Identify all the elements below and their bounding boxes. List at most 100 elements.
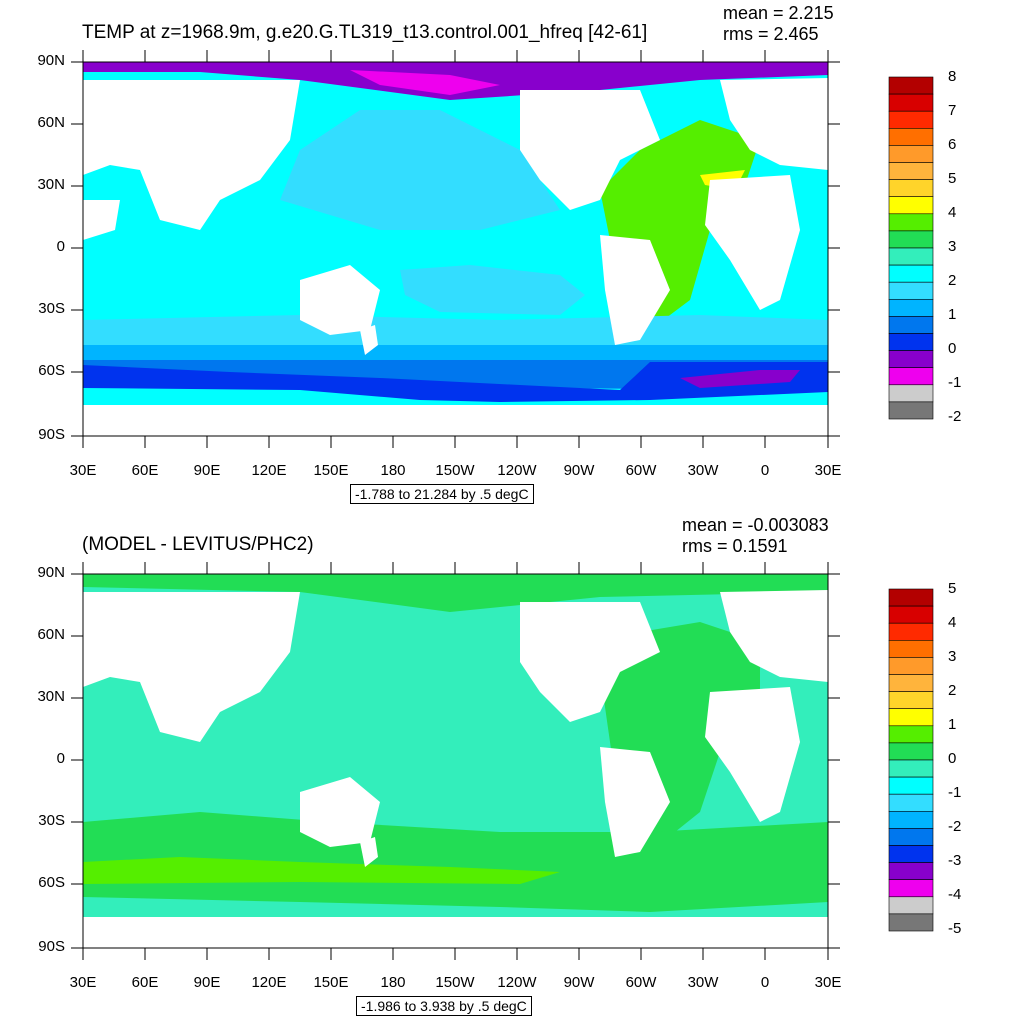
- top-lat-label: 30N: [37, 176, 65, 193]
- colorbar-swatch: [888, 622, 934, 641]
- bottom-lat-label: 90S: [38, 938, 65, 955]
- colorbar-swatch: [888, 810, 934, 829]
- colorbar-swatch: [888, 298, 934, 317]
- bottom-lon-label: 180: [380, 974, 406, 991]
- colorbar-swatch: [888, 401, 934, 420]
- bottom-colorbar-label: 1: [948, 716, 957, 733]
- top-lat-label: 90S: [38, 426, 65, 443]
- colorbar-swatch: [888, 76, 934, 95]
- africa-landmass: [705, 687, 800, 822]
- colorbar-swatch: [888, 862, 934, 881]
- top-lon-label: 120E: [251, 462, 287, 479]
- top-colorbar-label: -1: [948, 374, 962, 391]
- colorbar-swatch: [888, 674, 934, 692]
- colorbar-swatch: [888, 367, 934, 386]
- bottom-lon-label: 150E: [313, 974, 349, 991]
- colorbar-swatch: [888, 93, 934, 112]
- colorbar-swatch: [888, 845, 934, 863]
- bottom-colorbar-label: 4: [948, 614, 957, 631]
- colorbar-swatch: [888, 879, 934, 898]
- bottom-lon-label: 30E: [69, 974, 97, 991]
- bottom-lon-label: 30E: [814, 974, 842, 991]
- colorbar-swatch: [888, 913, 934, 932]
- bottom-colorbar-label: -2: [948, 818, 962, 835]
- africa-landmass: [705, 175, 800, 310]
- arctic-magenta-patch: [350, 70, 500, 95]
- bottom-lat-label: 90N: [37, 564, 65, 581]
- top-panel: TEMP at z=1968.9m, g.e20.G.TL319_t13.con…: [37, 3, 962, 504]
- top-lat-label: 0: [56, 238, 65, 255]
- top-map: [71, 50, 934, 448]
- new-zealand: [360, 837, 378, 867]
- colorbar-swatch: [888, 776, 934, 795]
- top-colorbar-label: 0: [948, 340, 957, 357]
- colorbar-swatch: [888, 264, 934, 283]
- bottom-range-label: -1.986 to 3.938 by .5 degC: [356, 996, 532, 1016]
- colorbar-swatch: [888, 247, 934, 266]
- top-colorbar-label: -2: [948, 408, 962, 425]
- colorbar-swatch: [888, 110, 934, 129]
- top-map-fields: [83, 62, 828, 436]
- new-zealand: [360, 325, 378, 355]
- colorbar-swatch: [888, 793, 934, 812]
- colorbar-swatch: [888, 384, 934, 403]
- top-colorbar-label: 2: [948, 272, 957, 289]
- top-colorbar-label: 8: [948, 68, 957, 85]
- bottom-lon-label: 120W: [497, 974, 537, 991]
- bottom-lon-label: 0: [760, 974, 770, 991]
- bottom-lon-label: 90W: [563, 974, 595, 991]
- colorbar-swatch: [888, 742, 934, 761]
- top-map-ticks: [71, 50, 840, 448]
- bottom-rms-stat: rms = 0.1591: [682, 536, 788, 556]
- bottom-lat-label: 60S: [38, 874, 65, 891]
- top-colorbar-label: 1: [948, 306, 957, 323]
- colorbar-swatch: [888, 588, 934, 607]
- bottom-colorbar-label: -4: [948, 886, 962, 903]
- bottom-lat-label: 30N: [37, 688, 65, 705]
- bottom-colorbar-label: 5: [948, 580, 957, 597]
- colorbar-swatch: [888, 281, 934, 300]
- bottom-lon-label: 60E: [131, 974, 159, 991]
- south-pacific-gyre: [400, 265, 585, 315]
- top-range-label: -1.788 to 21.284 by .5 degC: [350, 484, 534, 504]
- top-lat-label: 60S: [38, 362, 65, 379]
- bottom-colorbar-label: -1: [948, 784, 962, 801]
- bottom-panel-title: (MODEL - LEVITUS/PHC2): [82, 534, 314, 555]
- south-america-landmass: [600, 235, 670, 345]
- colorbar-swatch: [888, 179, 934, 198]
- colorbar-swatch: [888, 828, 934, 846]
- bottom-lat-label: 0: [56, 750, 65, 767]
- colorbar-swatch: [888, 230, 934, 249]
- colorbar-swatch: [888, 196, 934, 215]
- top-lon-label: 30W: [687, 462, 719, 479]
- top-lon-label: 150E: [313, 462, 349, 479]
- bottom-lon-label: 120E: [251, 974, 287, 991]
- africa-east-edge: [83, 200, 120, 240]
- colorbar-swatch: [888, 657, 934, 675]
- top-colorbar-label: 7: [948, 102, 957, 119]
- top-colorbar-label: 6: [948, 136, 957, 153]
- colorbar-swatch: [888, 128, 934, 146]
- top-lon-label: 90E: [193, 462, 221, 479]
- north-pacific-region: [280, 110, 560, 230]
- colorbar-swatch: [888, 605, 934, 624]
- top-lat-label: 30S: [38, 300, 65, 317]
- colorbar-swatch: [888, 145, 934, 163]
- top-lon-label: 30E: [69, 462, 97, 479]
- top-lat-label: 90N: [37, 52, 65, 69]
- asia-landmass: [83, 80, 300, 230]
- top-lon-label: 0: [760, 462, 770, 479]
- arctic-region: [83, 574, 828, 612]
- colorbar-swatch: [888, 213, 934, 232]
- colorbar-swatch: [888, 896, 934, 915]
- top-lon-label: 180: [380, 462, 406, 479]
- top-lon-label: 60W: [625, 462, 657, 479]
- top-colorbar-label: 3: [948, 238, 957, 255]
- bottom-colorbar: [888, 588, 934, 932]
- bottom-mean-stat: mean = -0.003083: [682, 515, 829, 535]
- top-lon-label: 90W: [563, 462, 595, 479]
- europe-landmass: [720, 590, 828, 682]
- colorbar-swatch: [888, 708, 934, 727]
- bottom-colorbar-label: -5: [948, 920, 962, 937]
- weddell-cold-region: [680, 370, 800, 388]
